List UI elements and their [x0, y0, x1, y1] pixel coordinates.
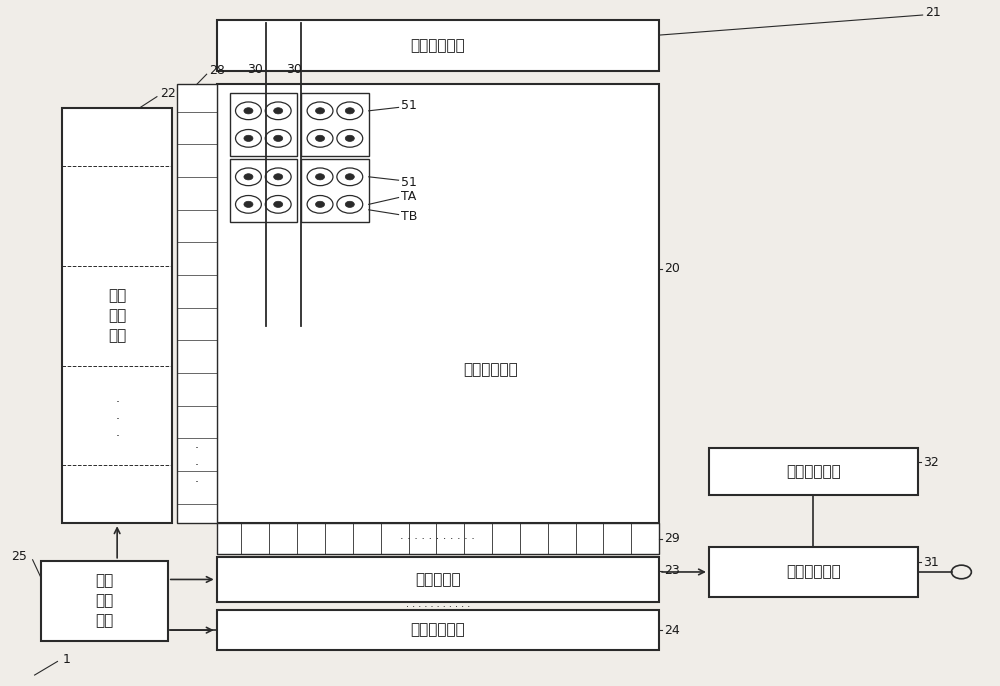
Bar [217, 523, 659, 554]
Circle shape [345, 108, 354, 114]
Circle shape [345, 174, 354, 180]
Text: 像素阵列单元: 像素阵列单元 [464, 362, 518, 377]
Bar [41, 560, 168, 641]
Text: 信号处理单元: 信号处理单元 [786, 565, 841, 580]
Bar [301, 93, 369, 156]
Circle shape [316, 201, 325, 207]
Text: 51: 51 [401, 176, 416, 189]
Text: 24: 24 [664, 624, 680, 637]
Text: 51: 51 [401, 99, 416, 112]
Text: 抽头驱动单元: 抽头驱动单元 [410, 38, 465, 53]
Text: 22: 22 [160, 86, 176, 99]
Text: 30: 30 [247, 63, 263, 76]
Text: 21: 21 [926, 6, 941, 19]
Circle shape [244, 201, 253, 207]
Bar [301, 159, 369, 222]
Circle shape [316, 174, 325, 180]
Text: 数据存储单元: 数据存储单元 [786, 464, 841, 479]
Text: 28: 28 [209, 64, 225, 78]
Text: 20: 20 [664, 262, 680, 275]
Bar [62, 108, 172, 523]
Text: 竖直
驱动
单元: 竖直 驱动 单元 [108, 289, 126, 343]
Text: 31: 31 [923, 556, 938, 569]
Bar [217, 84, 659, 523]
Circle shape [316, 135, 325, 141]
Text: ·
·
·: · · · [115, 396, 119, 443]
Text: 25: 25 [11, 550, 27, 563]
Text: 32: 32 [923, 456, 938, 469]
Bar [217, 557, 659, 602]
Text: 列处理单元: 列处理单元 [415, 572, 461, 587]
Bar [177, 84, 217, 523]
Text: · · · · · · · · · · ·: · · · · · · · · · · · [406, 602, 470, 612]
Circle shape [274, 201, 283, 207]
Circle shape [244, 135, 253, 141]
Circle shape [345, 135, 354, 141]
Text: 30: 30 [286, 63, 302, 76]
Circle shape [316, 108, 325, 114]
Text: 29: 29 [664, 532, 680, 545]
Text: 水平驱动单元: 水平驱动单元 [410, 623, 465, 638]
Text: TA: TA [401, 190, 416, 202]
Circle shape [244, 174, 253, 180]
Bar [230, 159, 297, 222]
Circle shape [345, 201, 354, 207]
Bar [709, 449, 918, 495]
Text: ·
·
·: · · · [195, 442, 199, 489]
Bar [217, 20, 659, 71]
Circle shape [274, 135, 283, 141]
Bar [217, 611, 659, 650]
Text: TB: TB [401, 210, 417, 223]
Circle shape [274, 108, 283, 114]
Text: · · · · · · · · · · ·: · · · · · · · · · · · [400, 534, 475, 543]
Text: 1: 1 [62, 653, 70, 666]
Bar [709, 547, 918, 597]
Circle shape [244, 108, 253, 114]
Text: 系统
控制
单元: 系统 控制 单元 [95, 573, 113, 628]
Text: 23: 23 [664, 564, 680, 577]
Circle shape [274, 174, 283, 180]
Bar [230, 93, 297, 156]
